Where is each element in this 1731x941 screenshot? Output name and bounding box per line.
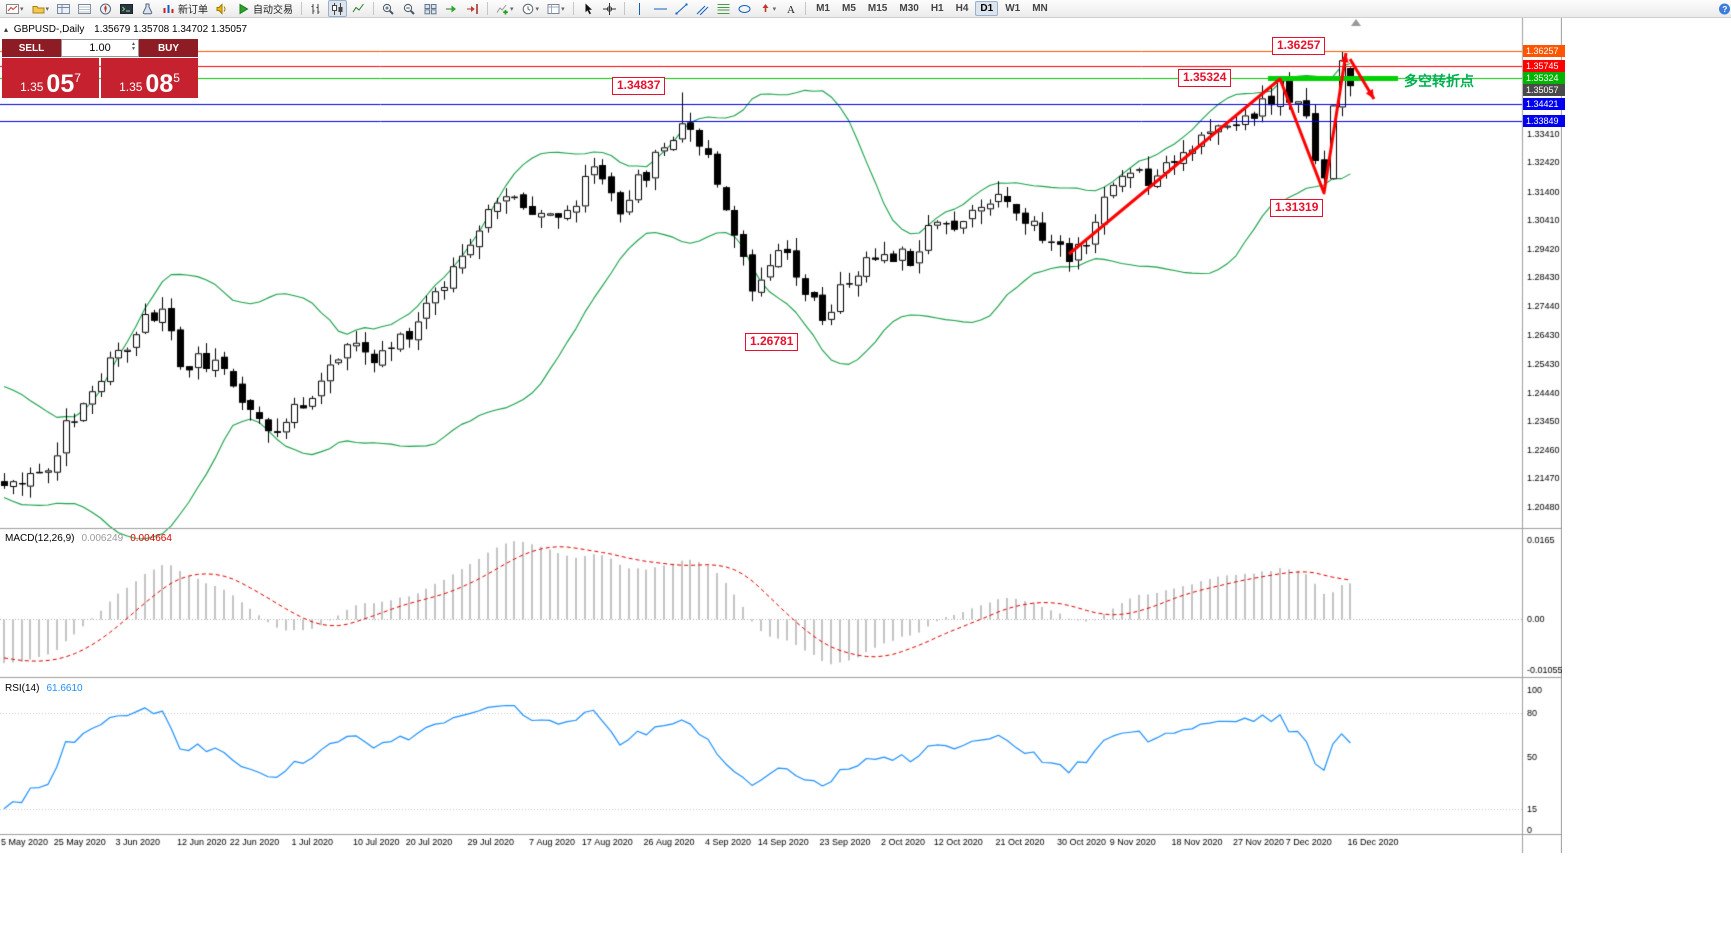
autotrade-button[interactable]: 自动交易 [234,0,296,17]
timeframe-m30-button[interactable]: M30 [899,3,919,14]
strategy-tester-icon[interactable] [138,0,157,17]
price-chart-canvas[interactable] [0,17,1562,853]
timeframe-m1-button[interactable]: M1 [816,3,830,14]
toolbar-separator [805,2,807,15]
macd-indicator-label: MACD(12,26,9) 0.006249 0.004664 [5,533,172,544]
toolbar-separator [572,2,574,15]
timeframe-m15-button[interactable]: M15 [867,3,888,14]
rsi-value: 61.6610 [46,683,83,694]
dropdown-caret-icon: ▾ [772,5,777,13]
zoom-in-icon[interactable] [379,0,398,17]
toolbar-separator [373,2,375,15]
new-chart-icon[interactable]: ▾ [3,0,27,17]
dropdown-caret-icon: ▾ [535,5,540,13]
fibonacci-icon[interactable] [714,0,733,17]
price-annotation[interactable]: 1.36257 [1272,37,1326,55]
terminal-icon[interactable] [117,0,136,17]
dropdown-caret-icon: ▾ [561,5,565,13]
crosshair-icon[interactable] [600,0,619,17]
rsi-indicator-label: RSI(14) 61.6610 [5,683,83,694]
timeframe-h4-button[interactable]: H4 [955,3,969,14]
sell-price-sup: 7 [74,71,81,85]
toolbar-separator [301,2,303,15]
volume-stepper[interactable]: ▲ ▼ [131,41,136,52]
macd-signal-value: 0.004664 [130,533,172,544]
buy-price-big: 08 [145,69,174,98]
svg-text:?: ? [1722,4,1727,14]
price-marker-1.35745: 1.35745 [1523,60,1565,73]
one-click-toggle[interactable]: ▴ [4,25,9,34]
sell-price-big: 05 [46,69,75,98]
price-annotation[interactable]: 1.26781 [745,333,799,351]
timeframe-d1-button[interactable]: D1 [975,1,999,16]
periods-icon[interactable]: ▾ [519,0,543,17]
channel-icon[interactable] [693,0,712,17]
templates-icon[interactable]: ▾ [544,0,568,17]
indicators-icon[interactable]: ▾ [493,0,517,17]
main-toolbar: ▾ ▾ 新订单 自动交易 ▾ ▾ ▾ ▾ A M1 M5 M15 M30 H1 H4 D1 W1 MN? [0,0,1731,18]
timeframe-mn-button[interactable]: MN [1032,3,1048,14]
alerts-icon[interactable] [213,0,232,17]
price-marker-1.35324: 1.35324 [1523,72,1565,85]
macd-main-value: 0.006249 [81,533,124,544]
zoom-out-icon[interactable] [400,0,419,17]
chart-shift-icon[interactable] [463,0,482,17]
sell-price-base: 1.35 [20,79,44,94]
trendline-icon[interactable] [672,0,691,17]
chart-title: ▴ GBPUSD-,Daily 1.35679 1.35708 1.34702 … [4,24,247,35]
arrows-icon[interactable]: ▾ [756,0,780,17]
dropdown-caret-icon: ▾ [510,5,514,13]
price-annotation[interactable]: 1.35324 [1178,69,1232,87]
auto-scroll-icon[interactable] [442,0,461,17]
rsi-name: RSI(14) [5,683,40,694]
symbol-period: GBPUSD-,Daily [13,24,85,35]
line-chart-icon[interactable] [349,0,368,17]
dropdown-caret-icon: ▾ [45,5,50,13]
buy-price-base: 1.35 [119,79,143,94]
vline-icon[interactable] [630,0,649,17]
price-marker-1.34421: 1.34421 [1523,98,1565,111]
price-annotation[interactable]: 1.34837 [612,77,666,95]
text-icon[interactable]: A [781,0,800,17]
chart-window: ▴ GBPUSD-,Daily 1.35679 1.35708 1.34702 … [0,17,1565,853]
hline-icon[interactable] [651,0,670,17]
buy-price-button[interactable]: 1.35 08 5 [101,58,198,98]
price-marker-1.33849: 1.33849 [1523,114,1565,127]
timeframe-w1-button[interactable]: W1 [1005,3,1021,14]
svg-text:A: A [787,4,795,15]
bar-chart-icon[interactable] [307,0,326,17]
turning-point-label[interactable]: 多空转折点 [1404,73,1474,89]
price-marker-1.35057: 1.35057 [1523,84,1565,97]
data-window-icon[interactable] [75,0,94,17]
shapes-icon[interactable] [735,0,754,17]
buy-button[interactable]: BUY [139,39,198,57]
toolbar-separator [487,2,489,15]
sell-price-button[interactable]: 1.35 05 7 [2,58,99,98]
volume-value: 1.00 [89,42,111,54]
profiles-icon[interactable]: ▾ [29,0,53,17]
new-order-button[interactable]: 新订单 [163,4,209,16]
volume-input[interactable]: 1.00 ▲ ▼ [61,39,139,57]
sell-button[interactable]: SELL [2,39,61,57]
candle-chart-icon[interactable] [328,0,348,17]
chart-annotations: 1.34837 1.36257 1.35324 1.31319 1.26781 [0,17,1562,853]
navigator-icon[interactable] [96,0,115,17]
macd-name: MACD(12,26,9) [5,533,75,544]
price-marker-1.36257: 1.36257 [1523,45,1565,58]
ohlc-values: 1.35679 1.35708 1.34702 1.35057 [94,24,248,35]
toolbar-separator [623,2,625,15]
timeframe-m5-button[interactable]: M5 [842,3,856,14]
one-click-trading-panel: SELL 1.00 ▲ ▼ BUY 1.35 05 7 1.35 08 5 [2,39,198,98]
price-scale-markers: 1.36257 1.35745 1.35324 1.35057 1.34421 1.338… [1522,17,1565,853]
dropdown-caret-icon: ▾ [20,5,24,13]
cursor-icon[interactable] [579,0,598,17]
help-icon[interactable]: ? [1715,0,1731,17]
price-annotation[interactable]: 1.31319 [1270,199,1324,217]
timeframe-h1-button[interactable]: H1 [930,3,944,14]
market-watch-icon[interactable] [54,0,73,17]
buy-price-sup: 5 [173,71,180,85]
tile-windows-icon[interactable] [421,0,440,17]
